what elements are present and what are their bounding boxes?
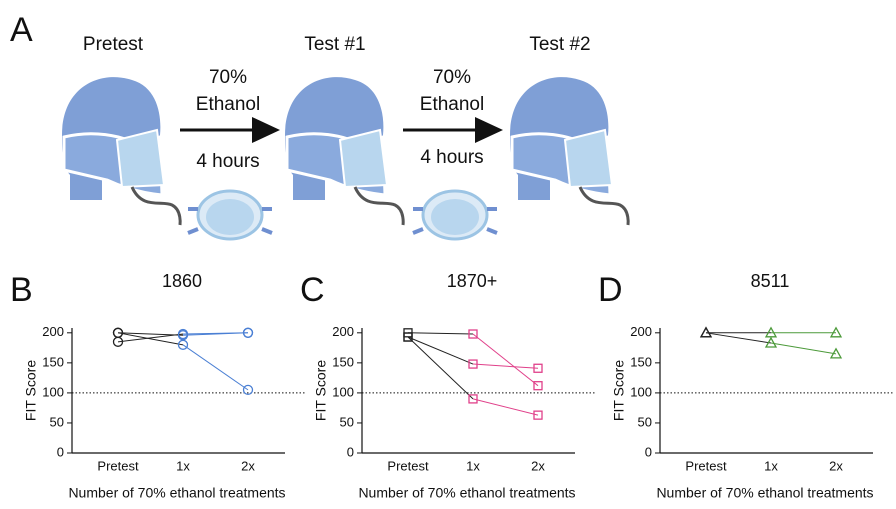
y-tick-label: 150: [630, 354, 652, 369]
panel-a: A Pretest Test #1 Test #2 70% Ethanol 4 …: [10, 11, 628, 239]
arrow: [252, 117, 280, 143]
series-line: [706, 333, 771, 343]
panel-label: B: [10, 271, 33, 309]
y-tick-label: 200: [332, 324, 354, 339]
head-icon: [285, 77, 403, 225]
series-line: [408, 337, 473, 399]
series-line: [473, 334, 538, 386]
y-tick-label: 100: [630, 384, 652, 399]
x-axis-label: Number of 70% ethanol treatments: [358, 485, 575, 501]
x-axis-label: Number of 70% ethanol treatments: [656, 485, 873, 501]
series-line: [118, 334, 183, 342]
series-line: [473, 364, 538, 368]
arrow: [475, 117, 503, 143]
x-tick-label: 2x: [829, 458, 843, 473]
panel-label: D: [598, 271, 623, 309]
y-axis-label: FIT Score: [611, 360, 627, 421]
series-line: [183, 345, 248, 390]
y-tick-label: 100: [42, 384, 64, 399]
x-tick-label: 1x: [176, 458, 190, 473]
y-tick-label: 0: [645, 444, 652, 459]
x-tick-label: 1x: [466, 458, 480, 473]
arrow-label: Ethanol: [196, 94, 260, 115]
respirator-icon: [188, 191, 272, 239]
y-tick-label: 150: [332, 354, 354, 369]
x-tick-label: 2x: [531, 458, 545, 473]
head-icon: [62, 77, 180, 225]
arrow-label: 70%: [209, 67, 247, 88]
stage-label: Test #1: [304, 34, 365, 55]
x-tick-label: Pretest: [97, 458, 139, 473]
y-tick-label: 50: [638, 414, 652, 429]
arrow-label: Ethanol: [420, 94, 484, 115]
head-icon: [510, 77, 628, 225]
respirator-icon: [413, 191, 497, 239]
series-line: [408, 333, 473, 334]
panel-label: C: [300, 271, 325, 309]
y-tick-label: 50: [340, 414, 354, 429]
y-tick-label: 50: [50, 414, 64, 429]
x-tick-label: 1x: [764, 458, 778, 473]
y-axis-label: FIT Score: [23, 360, 39, 421]
y-tick-label: 200: [42, 324, 64, 339]
y-tick-label: 0: [57, 444, 64, 459]
chart-title: 1860: [162, 271, 202, 291]
x-tick-label: Pretest: [387, 458, 429, 473]
x-tick-label: Pretest: [685, 458, 727, 473]
y-tick-label: 150: [42, 354, 64, 369]
chart-title: 1870+: [447, 271, 498, 291]
panel-label: A: [10, 11, 33, 49]
x-tick-label: 2x: [241, 458, 255, 473]
stage-label: Test #2: [529, 34, 590, 55]
figure: A Pretest Test #1 Test #2 70% Ethanol 4 …: [0, 0, 896, 504]
chart-title: 8511: [751, 271, 790, 291]
stage-label: Pretest: [83, 34, 144, 55]
arrow-label: 70%: [433, 67, 471, 88]
arrow-label: 4 hours: [196, 151, 259, 172]
series-line: [771, 343, 836, 354]
series-line: [183, 333, 248, 334]
y-tick-label: 0: [347, 444, 354, 459]
series-line: [408, 337, 473, 364]
y-tick-label: 100: [332, 384, 354, 399]
arrow-label: 4 hours: [420, 147, 483, 168]
y-axis-label: FIT Score: [313, 360, 329, 421]
x-axis-label: Number of 70% ethanol treatments: [68, 485, 285, 501]
series-line: [473, 399, 538, 415]
y-tick-label: 200: [630, 324, 652, 339]
